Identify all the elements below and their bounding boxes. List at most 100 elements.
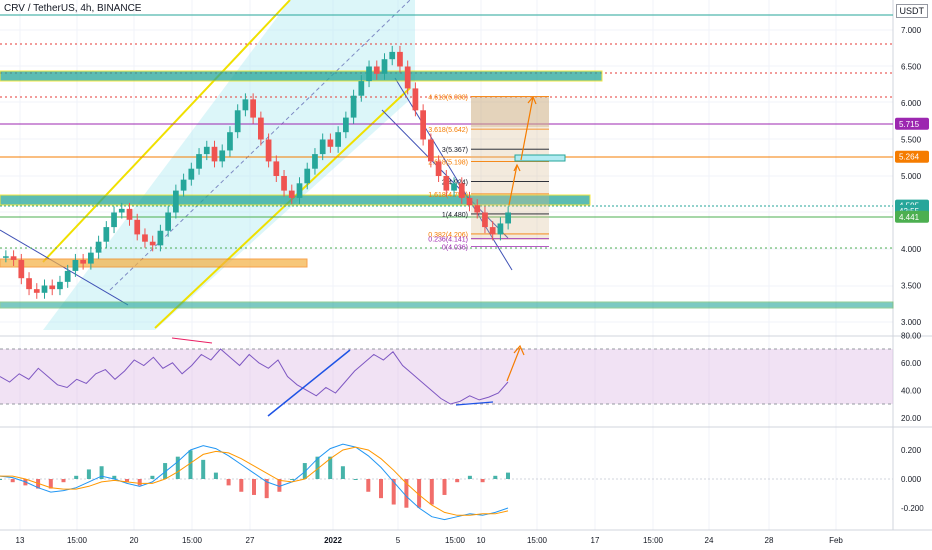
rsi-tick-label: 20.00 — [901, 414, 922, 423]
channel-upper-line[interactable] — [42, 0, 291, 263]
time-tick-label: 28 — [765, 536, 774, 545]
price-tick-label: 5.000 — [901, 172, 922, 181]
candle-body — [312, 154, 318, 169]
macd-histogram-bar — [213, 472, 218, 479]
fib-box-top — [471, 97, 549, 127]
macd-histogram-bar — [188, 450, 193, 479]
candle-body — [381, 59, 388, 74]
price-badge — [895, 210, 929, 223]
candle-body — [319, 139, 326, 155]
candle-body — [180, 179, 187, 191]
candle-body — [49, 285, 56, 290]
macd-histogram-bar — [201, 459, 206, 479]
macd-histogram-bar — [315, 456, 320, 479]
candle-body — [64, 270, 71, 282]
macd-histogram-bar — [302, 463, 307, 479]
rsi-arrow[interactable] — [506, 347, 521, 382]
macd-histogram-bar — [379, 479, 383, 499]
macd-histogram-bar — [61, 479, 66, 483]
time-tick-label: 15:00 — [527, 536, 548, 545]
price-badge — [895, 117, 929, 130]
projection-arrow-2[interactable] — [520, 96, 534, 161]
price-tick-label: 6.500 — [901, 63, 922, 72]
time-tick-label: 10 — [477, 536, 486, 545]
macd-histogram-bar — [442, 479, 447, 495]
demand-zone[interactable] — [0, 258, 308, 268]
candle-body — [358, 81, 365, 96]
fib-label: 4.618(6.088) — [428, 95, 468, 102]
macd-histogram-bar — [455, 479, 460, 483]
candle-body — [273, 161, 280, 176]
candle-body — [389, 51, 396, 60]
candle-body — [466, 197, 473, 206]
candle-body — [3, 256, 9, 258]
macd-histogram-bar — [86, 469, 91, 479]
support-zone[interactable] — [0, 194, 591, 206]
time-tick-label: 5 — [396, 536, 401, 545]
macd-histogram-bar — [239, 479, 244, 492]
rsi-trendline[interactable] — [267, 349, 351, 417]
fib-label: 1.618(4.755) — [428, 192, 468, 199]
macd-histogram-bar — [340, 466, 345, 479]
candle-body — [88, 252, 94, 264]
macd-axis: 0.200 0.000 -0.200 — [901, 446, 924, 513]
channel-lower-line[interactable] — [154, 87, 411, 329]
candle-body — [343, 117, 349, 133]
macd-histogram-bar — [10, 479, 15, 483]
macd-tick-label: 0.000 — [901, 475, 922, 484]
candle-body — [219, 150, 226, 162]
time-tick-label: 15:00 — [445, 536, 466, 545]
arrow-head-icon — [513, 344, 525, 356]
candle-body — [211, 146, 218, 162]
macd-histogram-bar — [163, 463, 168, 479]
candle-body — [428, 139, 434, 162]
price-badge-label: 5.264 — [899, 153, 920, 162]
currency-label[interactable]: USDT — [895, 4, 928, 18]
macd-histogram — [0, 450, 510, 508]
time-tick-label: Feb — [829, 536, 843, 545]
rsi-band — [0, 349, 893, 404]
arrow-head-icon — [513, 163, 521, 172]
projection-arrow-1[interactable] — [508, 164, 518, 206]
candle-body — [435, 161, 442, 176]
candle-body — [234, 110, 241, 133]
macd-histogram-bar — [175, 456, 180, 479]
rsi-divergence-line[interactable] — [171, 337, 213, 344]
price-axis[interactable]: 7.0006.5006.0005.5005.0004.5004.0003.500… — [901, 26, 922, 327]
macd-tick-label: -0.200 — [901, 504, 924, 513]
bottom-support-zone[interactable] — [0, 301, 894, 309]
symbol-title[interactable]: CRV / TetherUS, 4h, BINANCE — [4, 3, 142, 14]
arrow-head-icon — [527, 95, 537, 105]
candle-body — [250, 99, 256, 118]
time-tick-label: 27 — [246, 536, 255, 545]
macd-histogram-bar — [48, 479, 53, 489]
candle-body — [126, 208, 133, 220]
candle-body — [157, 230, 164, 246]
macd-histogram-bar — [493, 475, 498, 479]
candle-body — [173, 190, 179, 213]
time-tick-label: 2022 — [324, 536, 342, 545]
candlestick-series — [3, 45, 511, 299]
macd-tick-label: 0.200 — [901, 446, 922, 455]
rsi-divergence-trend[interactable] — [455, 401, 494, 406]
rsi-tick-label: 40.00 — [901, 386, 922, 395]
candle-body — [350, 95, 357, 118]
candle-body — [474, 205, 481, 213]
price-tick-label: 4.000 — [901, 245, 922, 254]
candle-body — [203, 146, 210, 155]
candle-body — [373, 66, 380, 74]
macd-histogram-bar — [353, 479, 358, 480]
price-pane — [0, 0, 893, 335]
resistance-zone[interactable] — [0, 70, 603, 82]
target-box[interactable] — [514, 154, 566, 162]
time-axis[interactable]: 13 15:00 20 15:00 27 2022 5 15:00 10 15:00 17 15:00… — [16, 536, 844, 545]
price-badge-label: 5.715 — [899, 120, 920, 129]
candle-body — [366, 66, 372, 82]
candle-body — [505, 212, 511, 224]
candle-body — [412, 88, 419, 111]
macd-histogram-bar — [417, 479, 422, 508]
macd-histogram-bar — [506, 472, 510, 479]
candle-body — [497, 223, 504, 235]
candle-body — [72, 259, 79, 271]
